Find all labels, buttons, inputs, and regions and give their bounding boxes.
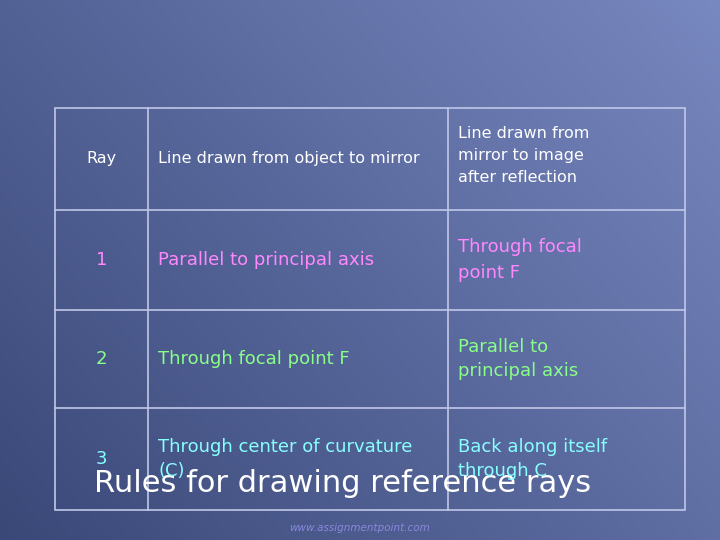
Text: Line drawn from object to mirror: Line drawn from object to mirror bbox=[158, 152, 420, 166]
Text: Through focal
point F: Through focal point F bbox=[458, 239, 582, 281]
Text: 2: 2 bbox=[96, 350, 107, 368]
Text: Through focal point F: Through focal point F bbox=[158, 350, 350, 368]
Text: www.assignmentpoint.com: www.assignmentpoint.com bbox=[289, 523, 431, 533]
Text: Ray: Ray bbox=[86, 152, 117, 166]
Text: Parallel to
principal axis: Parallel to principal axis bbox=[458, 338, 578, 381]
Text: 1: 1 bbox=[96, 251, 107, 269]
Bar bbox=[55, 108, 685, 510]
Text: Parallel to principal axis: Parallel to principal axis bbox=[158, 251, 374, 269]
Text: Line drawn from
mirror to image
after reflection: Line drawn from mirror to image after re… bbox=[458, 126, 590, 185]
Text: 3: 3 bbox=[96, 450, 107, 468]
Text: Back along itself
through C: Back along itself through C bbox=[458, 437, 607, 481]
Text: Through center of curvature
(C): Through center of curvature (C) bbox=[158, 437, 413, 481]
Text: Rules for drawing reference rays: Rules for drawing reference rays bbox=[94, 469, 590, 498]
